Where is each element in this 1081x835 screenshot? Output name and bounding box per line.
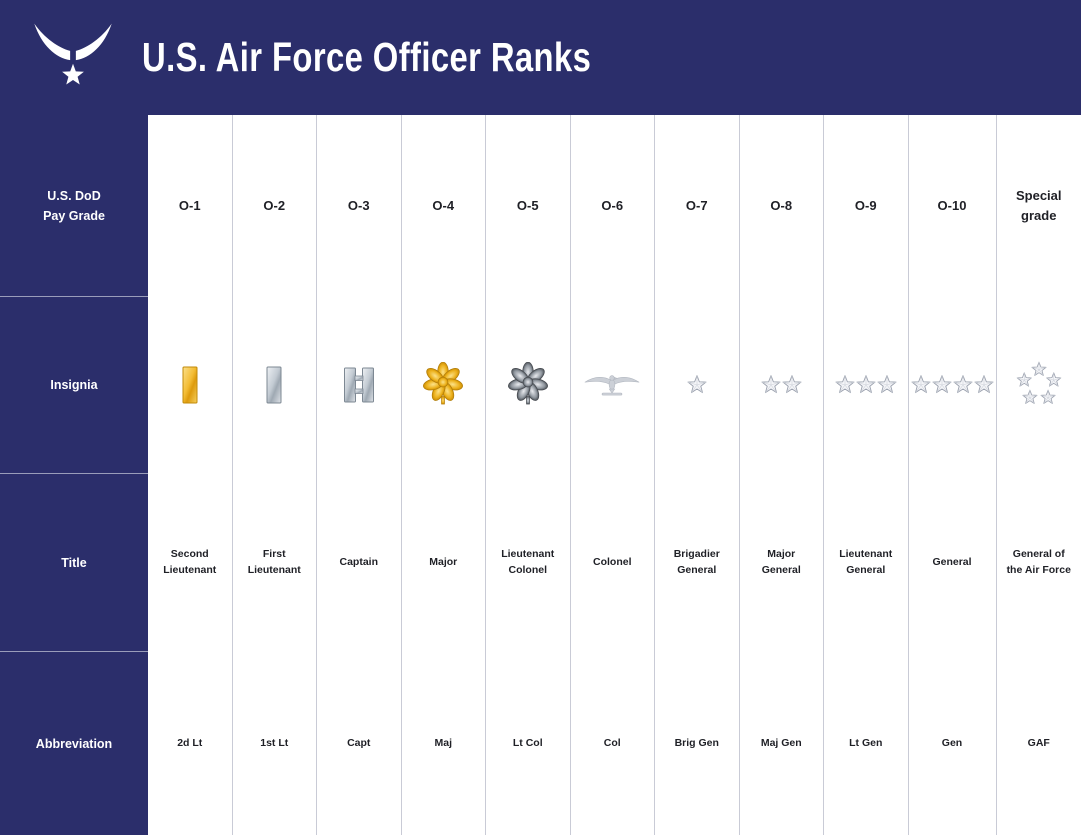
rank-column-o-2: O-2 First Lieutenant 1st Lt bbox=[232, 115, 317, 835]
row-labels-sidebar: U.S. DoD Pay Grade Insignia Title Abbrev… bbox=[0, 115, 148, 835]
row-label-abbreviation: Abbreviation bbox=[0, 651, 148, 835]
title-cell: Brigadier General bbox=[673, 547, 720, 576]
insignia-cell bbox=[233, 296, 317, 473]
page-title: U.S. Air Force Officer Ranks bbox=[142, 34, 592, 80]
abbreviation-cell: 2d Lt bbox=[177, 737, 203, 749]
pay-grade-cell: O-1 bbox=[178, 197, 201, 213]
row-label-insignia: Insignia bbox=[0, 296, 148, 473]
abbreviation-cell: 1st Lt bbox=[260, 737, 289, 749]
rank-column-o-5: O-5 Lieutenant Colonel Lt Col bbox=[486, 115, 571, 835]
abbreviation-cell: Capt bbox=[347, 737, 371, 749]
five-stars-circle-icon bbox=[1009, 356, 1069, 414]
pay-grade-cell: O-4 bbox=[432, 197, 455, 213]
row-label-title: Title bbox=[0, 473, 148, 651]
title-cell: Captain bbox=[339, 555, 378, 568]
pay-grade-cell: O-7 bbox=[685, 197, 708, 213]
three-stars-icon bbox=[833, 365, 899, 405]
title-cell: Major bbox=[429, 555, 458, 568]
insignia-cell bbox=[655, 296, 739, 473]
insignia-cell bbox=[486, 296, 570, 473]
abbreviation-cell: Col bbox=[603, 737, 621, 749]
rank-column-o-1: O-1 Second Lieutenant 2d Lt bbox=[148, 115, 233, 835]
rank-column-o-3: O-3 Captain Capt bbox=[317, 115, 402, 835]
pay-grade-cell: O-6 bbox=[601, 197, 624, 213]
pay-grade-cell: O-9 bbox=[854, 197, 877, 213]
insignia-cell bbox=[824, 296, 908, 473]
rank-column-o-9: O-9 Lieutenant General Lt Gen bbox=[824, 115, 909, 835]
insignia-cell bbox=[997, 296, 1081, 473]
four-stars-icon bbox=[909, 365, 996, 405]
header-banner: U.S. Air Force Officer Ranks bbox=[0, 0, 1081, 115]
title-cell: Lieutenant General bbox=[839, 547, 893, 576]
abbreviation-cell: Maj bbox=[434, 737, 452, 749]
rank-column-special-grade: Special grade General of the Air Force GA… bbox=[996, 115, 1081, 835]
silver-oak-leaf-icon bbox=[507, 361, 549, 408]
abbreviation-cell: GAF bbox=[1027, 737, 1050, 749]
usaf-wings-star-logo-icon bbox=[34, 23, 112, 84]
one-star-icon bbox=[685, 365, 709, 405]
pay-grade-cell: O-2 bbox=[263, 197, 286, 213]
gold-oak-leaf-icon bbox=[422, 361, 464, 408]
insignia-cell bbox=[317, 296, 401, 473]
title-cell: Lieutenant Colonel bbox=[501, 547, 555, 576]
rank-column-o-10: O-10 General Gen bbox=[908, 115, 997, 835]
abbreviation-cell: Gen bbox=[941, 737, 963, 749]
title-cell: Colonel bbox=[593, 555, 632, 568]
insignia-cell bbox=[571, 296, 655, 473]
gold-bar-icon bbox=[170, 363, 210, 407]
two-stars-icon bbox=[759, 365, 804, 405]
insignia-cell bbox=[148, 296, 232, 473]
rank-column-o-4: O-4 Major Maj bbox=[401, 115, 486, 835]
row-label-pay-grade: U.S. DoD Pay Grade bbox=[43, 188, 105, 223]
silver-eagle-icon bbox=[583, 370, 641, 400]
ranks-table: U.S. DoD Pay Grade Insignia Title Abbrev… bbox=[0, 115, 1081, 835]
abbreviation-cell: Brig Gen bbox=[674, 737, 719, 749]
rank-column-o-6: O-6 Colonel Col bbox=[570, 115, 655, 835]
silver-bar-icon bbox=[254, 363, 294, 407]
title-cell: Major General bbox=[761, 547, 801, 576]
rank-column-o-7: O-7 Brigadier General Brig Gen bbox=[655, 115, 740, 835]
double-silver-bars-icon bbox=[337, 363, 381, 407]
rank-columns: O-1 Second Lieutenant 2d Lt O-2 First Lieu… bbox=[148, 115, 1081, 835]
insignia-cell bbox=[909, 296, 996, 473]
pay-grade-cell: Special grade bbox=[1015, 188, 1062, 223]
title-cell: First Lieutenant bbox=[247, 547, 301, 576]
title-cell: Second Lieutenant bbox=[163, 547, 217, 576]
title-cell: General bbox=[932, 555, 972, 568]
insignia-cell bbox=[402, 296, 486, 473]
pay-grade-cell: O-3 bbox=[347, 197, 370, 213]
pay-grade-cell: O-8 bbox=[770, 197, 793, 213]
title-cell: General of the Air Force bbox=[1006, 547, 1071, 576]
pay-grade-cell: O-10 bbox=[937, 197, 967, 213]
rank-column-o-8: O-8 Major General Maj Gen bbox=[739, 115, 824, 835]
insignia-cell bbox=[740, 296, 824, 473]
abbreviation-cell: Lt Col bbox=[512, 737, 543, 749]
abbreviation-cell: Maj Gen bbox=[760, 737, 802, 749]
abbreviation-cell: Lt Gen bbox=[849, 737, 883, 749]
pay-grade-cell: O-5 bbox=[516, 197, 539, 213]
